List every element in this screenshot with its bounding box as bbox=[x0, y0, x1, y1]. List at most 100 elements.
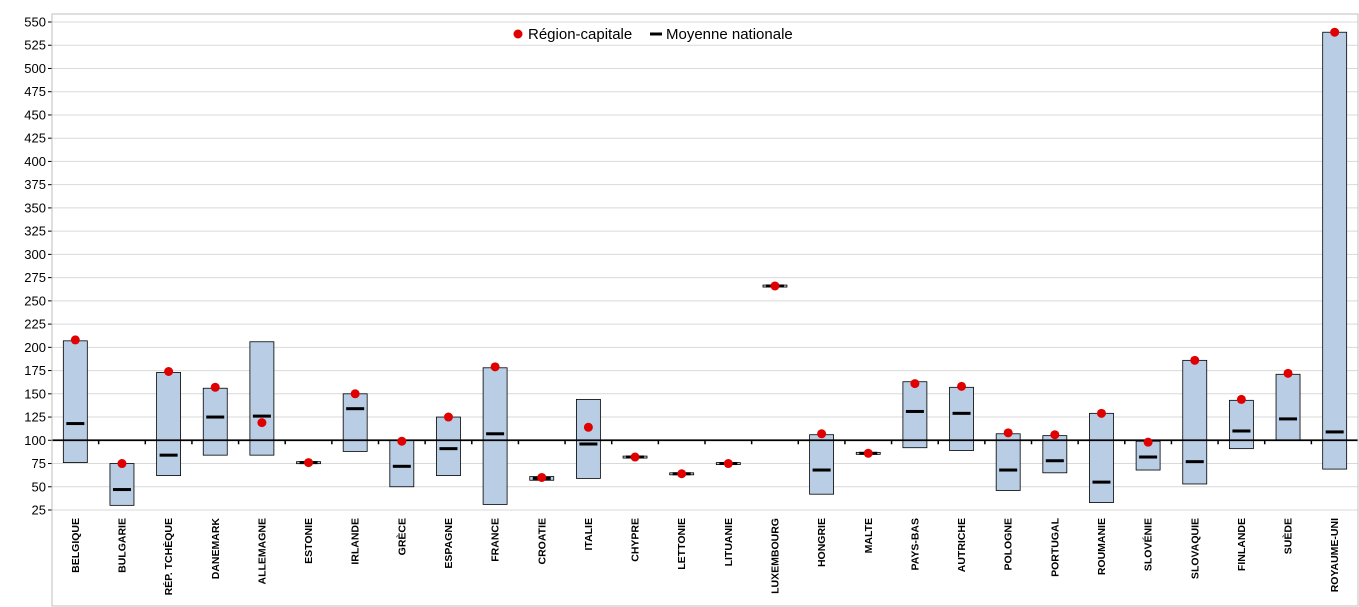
capital-point-8 bbox=[443, 412, 453, 422]
ytick-label-175: 175 bbox=[24, 363, 46, 378]
range-box-0 bbox=[62, 340, 88, 463]
range-box-22 bbox=[1089, 412, 1114, 503]
mean-marker-4 bbox=[252, 414, 271, 418]
capital-point-6 bbox=[350, 389, 360, 399]
capital-point-12 bbox=[630, 452, 640, 462]
xtick-label-3: DANEMARK bbox=[210, 518, 222, 580]
xtick-label-4: ALLEMAGNE bbox=[256, 518, 268, 585]
capital-point-27 bbox=[1330, 27, 1340, 37]
xtick-label-18: PAYS-BAS bbox=[909, 518, 921, 571]
range-box-9 bbox=[482, 367, 508, 505]
xtick-label-19: AUTRICHE bbox=[956, 518, 968, 572]
ytick-label-375: 375 bbox=[24, 177, 46, 192]
mean-marker-27 bbox=[1325, 430, 1344, 434]
range-box-25 bbox=[1228, 399, 1254, 450]
legend: Région-capitale Moyenne nationale bbox=[513, 26, 793, 43]
range-box-7 bbox=[389, 439, 415, 488]
mean-marker-24 bbox=[1185, 460, 1204, 464]
capital-point-11 bbox=[583, 422, 593, 432]
xtick-label-22: ROUMANIE bbox=[1096, 518, 1108, 575]
ytick-label-200: 200 bbox=[24, 340, 46, 355]
xtick-label-8: ESPAGNE bbox=[443, 518, 455, 569]
range-box-11 bbox=[575, 398, 601, 479]
range-box-27 bbox=[1322, 31, 1348, 470]
xtick-label-10: CROATIE bbox=[536, 518, 548, 564]
reference-line-100 bbox=[52, 439, 1358, 445]
mean-marker-20 bbox=[999, 468, 1018, 472]
mean-marker-7 bbox=[392, 464, 411, 468]
mean-marker-2 bbox=[159, 453, 178, 457]
range-box-26 bbox=[1275, 373, 1301, 441]
mean-marker-26 bbox=[1279, 417, 1298, 421]
x-axis-category-labels: BELGIQUE BULGARIE RÉP. TCHÈQUE DANEMARK ALLE… bbox=[70, 517, 1341, 595]
capital-region-points bbox=[70, 27, 1340, 482]
ytick-label-275: 275 bbox=[24, 270, 46, 285]
legend-capital-marker bbox=[513, 29, 523, 39]
ytick-label-325: 325 bbox=[24, 224, 46, 239]
xtick-label-6: IRLANDE bbox=[350, 518, 362, 565]
xtick-label-15: LUXEMBOURG bbox=[769, 518, 781, 594]
mean-marker-16 bbox=[812, 468, 831, 472]
ytick-label-125: 125 bbox=[24, 410, 46, 425]
capital-point-22 bbox=[1096, 408, 1106, 418]
capital-point-3 bbox=[210, 382, 220, 392]
xtick-label-27: ROYAUME-UNI bbox=[1329, 518, 1341, 592]
range-box-20 bbox=[995, 433, 1021, 491]
xtick-label-23: SLOVÉNIE bbox=[1142, 518, 1155, 571]
xtick-label-21: PORTUGAL bbox=[1049, 517, 1061, 577]
capital-point-7 bbox=[397, 436, 407, 446]
capital-point-0 bbox=[70, 335, 80, 345]
range-box-24 bbox=[1182, 359, 1208, 485]
xtick-label-13: LETTONIE bbox=[676, 518, 688, 570]
capital-point-21 bbox=[1050, 430, 1060, 440]
capital-point-9 bbox=[490, 362, 500, 372]
capital-point-14 bbox=[723, 459, 733, 469]
capital-point-2 bbox=[164, 367, 174, 377]
ytick-label-225: 225 bbox=[24, 317, 46, 332]
ytick-label-250: 250 bbox=[24, 293, 46, 308]
mean-marker-3 bbox=[206, 415, 225, 419]
capital-point-19 bbox=[957, 381, 967, 391]
ytick-label-300: 300 bbox=[24, 247, 46, 262]
capital-point-13 bbox=[677, 469, 687, 479]
xtick-label-25: FINLANDE bbox=[1236, 518, 1248, 571]
xtick-label-17: MALTE bbox=[863, 518, 875, 553]
range-box-2 bbox=[156, 372, 182, 477]
mean-marker-6 bbox=[346, 407, 365, 411]
mean-marker-25 bbox=[1232, 429, 1251, 433]
ytick-label-475: 475 bbox=[24, 84, 46, 99]
xtick-label-24: SLOVAQUIE bbox=[1189, 518, 1201, 579]
mean-marker-8 bbox=[439, 447, 458, 451]
capital-point-17 bbox=[863, 448, 873, 458]
mean-marker-11 bbox=[579, 442, 598, 446]
capital-point-24 bbox=[1190, 355, 1200, 365]
capital-point-16 bbox=[817, 429, 827, 439]
xtick-label-0: BELGIQUE bbox=[70, 518, 82, 573]
capital-point-15 bbox=[770, 281, 780, 291]
mean-marker-23 bbox=[1139, 455, 1158, 459]
capital-point-23 bbox=[1143, 437, 1153, 447]
range-box-1 bbox=[109, 463, 135, 506]
xtick-label-14: LITUANIE bbox=[723, 518, 735, 566]
grid-lines bbox=[48, 21, 1358, 511]
xtick-label-9: FRANCE bbox=[490, 518, 502, 562]
legend-capital-label: Région-capitale bbox=[528, 26, 632, 43]
range-box-4 bbox=[249, 341, 275, 456]
capital-point-10 bbox=[537, 472, 547, 482]
range-box-18 bbox=[902, 381, 928, 449]
ytick-label-500: 500 bbox=[24, 61, 46, 76]
capital-point-18 bbox=[910, 379, 920, 389]
xtick-label-1: BULGARIE bbox=[116, 518, 128, 573]
capital-point-5 bbox=[304, 458, 314, 468]
capital-point-25 bbox=[1236, 394, 1246, 404]
ytick-label-550: 550 bbox=[24, 15, 46, 30]
capital-point-4 bbox=[257, 418, 267, 428]
xtick-label-20: POLOGNE bbox=[1003, 518, 1015, 571]
ytick-label-75: 75 bbox=[32, 456, 46, 471]
capital-point-1 bbox=[117, 459, 127, 469]
ytick-label-25: 25 bbox=[32, 503, 46, 518]
range-box-3 bbox=[202, 387, 228, 456]
xtick-label-5: ESTONIE bbox=[303, 518, 315, 564]
ytick-label-450: 450 bbox=[24, 107, 46, 122]
